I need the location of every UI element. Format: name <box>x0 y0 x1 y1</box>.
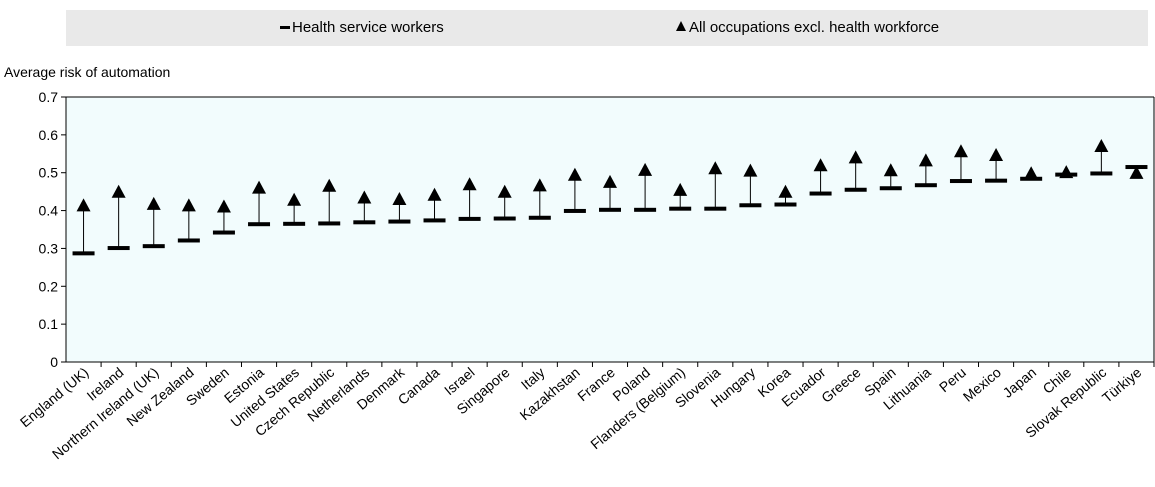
y-tick-label: 0.3 <box>39 240 59 256</box>
health-marker <box>704 206 727 211</box>
other-marker <box>1094 138 1109 152</box>
y-tick-label: 0.7 <box>39 89 59 105</box>
other-marker <box>392 191 407 205</box>
health-marker <box>528 215 551 220</box>
health-marker <box>142 244 165 249</box>
other-marker <box>989 148 1004 162</box>
plot-area <box>66 97 1154 362</box>
x-tick-label: Mexico <box>960 364 1004 405</box>
legend-label-other: All occupations excl. health workforce <box>689 19 940 36</box>
health-marker <box>949 179 972 184</box>
other-marker <box>1059 165 1074 179</box>
other-marker <box>1024 166 1039 180</box>
health-marker <box>72 251 95 256</box>
health-marker <box>985 178 1008 183</box>
other-marker <box>638 162 653 176</box>
other-marker <box>918 153 933 167</box>
health-marker <box>669 206 692 211</box>
y-tick-label: 0.4 <box>39 203 59 219</box>
other-marker <box>1129 165 1144 179</box>
health-marker <box>248 222 271 227</box>
legend-triangle-marker <box>676 21 686 32</box>
health-marker <box>493 216 516 221</box>
other-marker <box>146 196 161 210</box>
other-marker <box>357 190 372 204</box>
other-marker <box>76 198 91 212</box>
health-marker <box>634 207 657 212</box>
health-marker <box>212 230 235 235</box>
other-marker <box>883 163 898 177</box>
other-marker <box>743 163 758 177</box>
other-marker <box>532 178 547 192</box>
other-marker <box>778 184 793 198</box>
other-marker <box>848 150 863 164</box>
other-marker <box>567 167 582 181</box>
health-marker <box>879 186 902 191</box>
health-marker <box>774 202 797 207</box>
y-tick-label: 0.2 <box>39 278 59 294</box>
other-marker <box>603 174 617 188</box>
other-marker <box>497 184 512 198</box>
health-marker <box>458 216 481 221</box>
other-marker <box>813 158 828 172</box>
legend-label-health: Health service workers <box>292 19 444 36</box>
health-marker <box>914 183 937 188</box>
other-marker <box>181 198 196 212</box>
other-marker <box>462 177 477 191</box>
health-marker <box>809 191 832 196</box>
other-marker <box>953 144 968 158</box>
health-marker <box>283 221 306 226</box>
legend: Health service workers All occupations e… <box>66 10 1148 46</box>
health-marker <box>563 208 586 213</box>
other-marker <box>322 178 337 192</box>
other-marker <box>252 180 267 194</box>
legend-item-health: Health service workers <box>280 10 444 46</box>
y-axis-title: Average risk of automation <box>4 64 171 80</box>
health-marker <box>177 238 200 243</box>
health-marker <box>318 221 341 226</box>
x-tick-label: Greece <box>818 364 864 406</box>
legend-dash-marker <box>280 25 290 29</box>
other-marker <box>673 182 688 196</box>
health-marker <box>353 220 376 225</box>
y-tick-label: 0.5 <box>39 165 59 181</box>
y-tick-label: 0.6 <box>39 127 59 143</box>
legend-item-other: All occupations excl. health workforce <box>676 10 939 46</box>
x-tick-label: England (UK) <box>17 364 92 430</box>
y-tick-label: 0.1 <box>39 316 59 332</box>
health-marker <box>599 207 621 212</box>
other-marker <box>427 187 442 201</box>
other-marker <box>287 192 302 206</box>
health-marker <box>107 246 130 251</box>
health-marker <box>388 219 411 224</box>
x-tick-label: France <box>574 364 618 404</box>
other-marker <box>708 161 723 175</box>
health-marker <box>1090 171 1113 176</box>
health-marker <box>423 218 446 223</box>
health-marker <box>739 203 762 208</box>
health-marker <box>844 187 867 192</box>
y-tick-label: 0 <box>50 354 58 370</box>
other-marker <box>111 184 126 198</box>
x-tick-label: Japan <box>1000 364 1040 401</box>
x-tick-label: Türkiye <box>1099 364 1145 406</box>
other-marker <box>216 199 231 213</box>
